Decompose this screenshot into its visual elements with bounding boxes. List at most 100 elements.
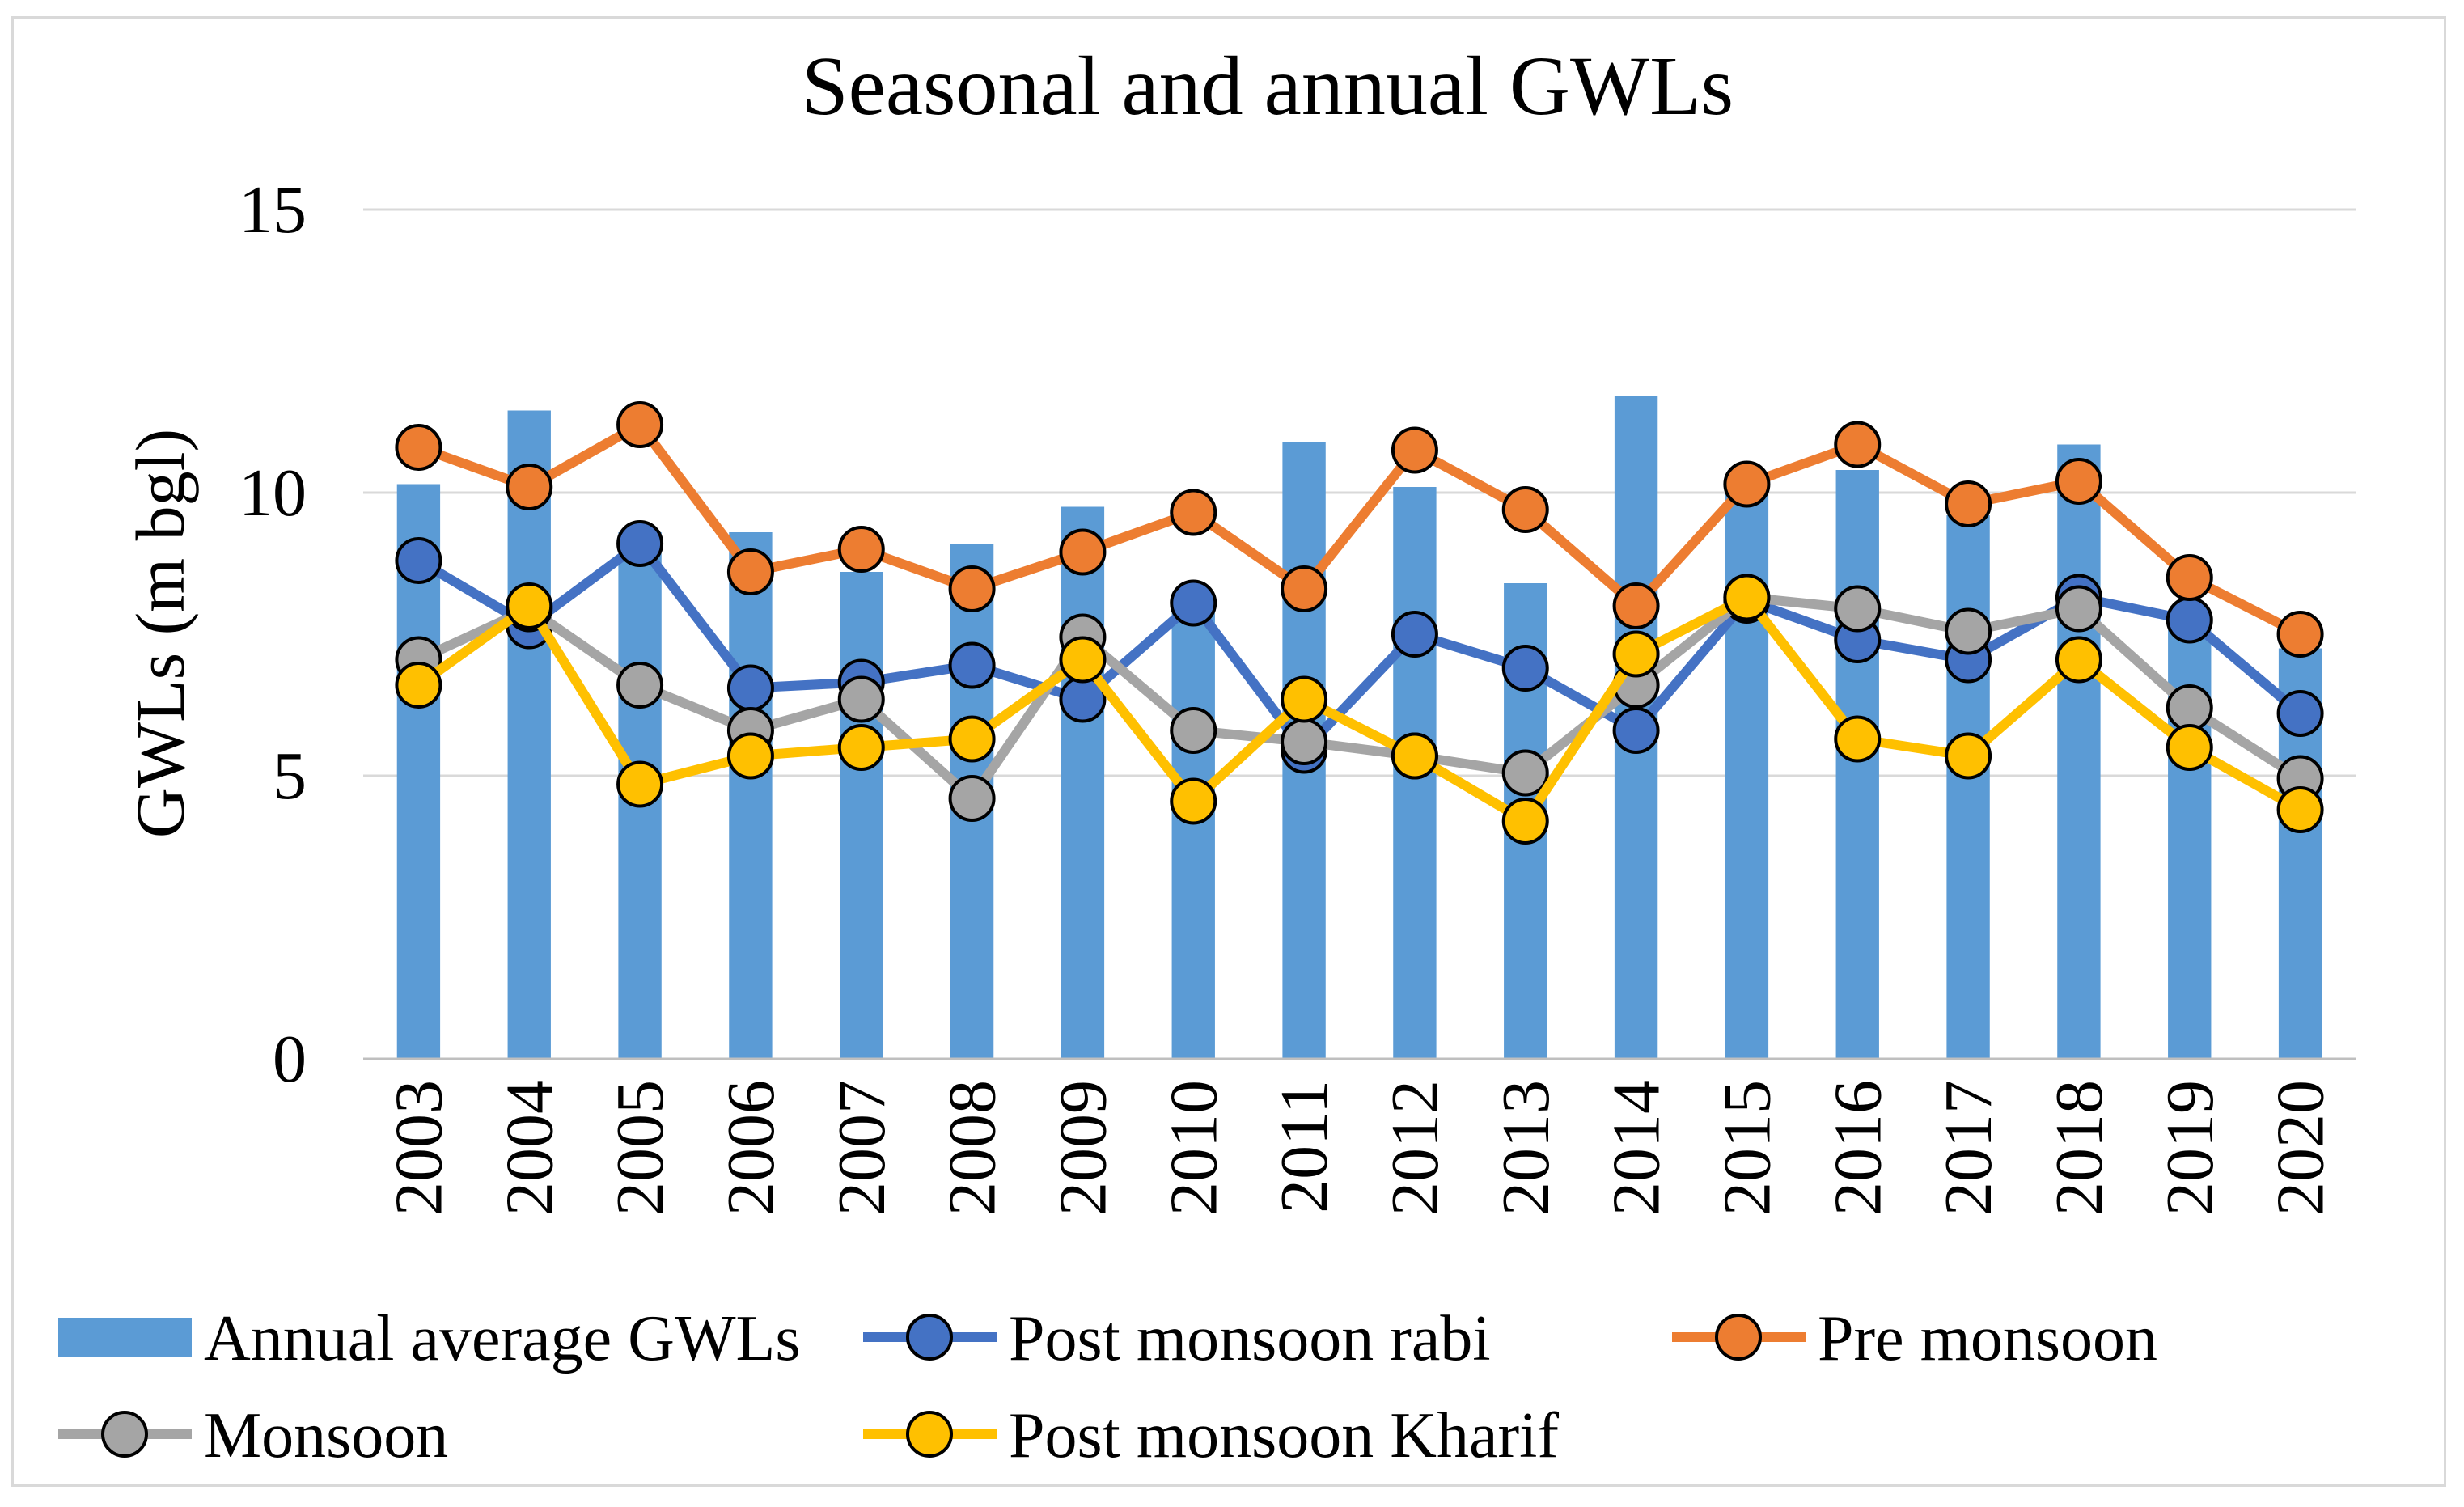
data-point <box>506 464 553 510</box>
y-tick-label: 15 <box>239 172 307 248</box>
legend-swatch-marker <box>906 1411 953 1458</box>
bar <box>840 572 883 1059</box>
x-tick-label: 2009 <box>1045 1080 1120 1216</box>
x-tick-label: 2013 <box>1488 1080 1564 1216</box>
series-pre-monsoon <box>395 401 2324 658</box>
x-axis-ticks: 2003 2004 2005 2006 2007 2008 2009 2010 2011 2012… <box>381 1080 2338 1216</box>
chart-frame: Seasonal and annual GWLs GWLs (m bgl) 0 5… <box>11 16 2446 1487</box>
data-point <box>1059 636 1107 684</box>
y-tick-label: 5 <box>273 739 307 814</box>
data-point <box>1945 732 1992 780</box>
data-point <box>1501 749 1549 797</box>
data-point <box>1501 645 1549 692</box>
series-post-monsoon-kharif <box>395 574 2324 845</box>
data-point <box>2055 636 2102 684</box>
bar <box>507 410 551 1059</box>
data-point <box>1612 707 1660 754</box>
x-tick-label: 2018 <box>2042 1080 2117 1216</box>
data-point <box>506 582 553 629</box>
data-point <box>2166 684 2213 731</box>
x-tick-label: 2020 <box>2263 1080 2339 1216</box>
series-line <box>416 539 2304 756</box>
data-point <box>1612 630 1660 678</box>
legend-item-pre-monsoon: Pre monsoon <box>1672 1303 2157 1374</box>
data-point <box>726 548 774 595</box>
line-series <box>395 401 2324 845</box>
bar <box>2168 617 2212 1059</box>
data-point <box>2276 786 2324 833</box>
data-point <box>1612 582 1660 629</box>
data-point <box>837 724 885 771</box>
data-point <box>726 732 774 780</box>
bar <box>1946 515 1990 1059</box>
legend-label: Post monsoon rabi <box>1009 1303 1491 1374</box>
data-point <box>1834 585 1882 633</box>
chart-title: Seasonal and annual GWLs <box>802 40 1734 133</box>
legend: Annual average GWLs Post monsoon rabi Pre … <box>58 1303 2157 1471</box>
legend-swatch-marker <box>906 1314 953 1361</box>
x-tick-label: 2017 <box>1931 1080 2006 1216</box>
x-tick-label: 2008 <box>935 1080 1010 1216</box>
data-point <box>2055 585 2102 633</box>
data-point <box>1723 460 1771 508</box>
legend-item-post-monsoon-rabi: Post monsoon rabi <box>863 1303 1491 1374</box>
bars-annual-average <box>396 396 2322 1059</box>
data-point <box>1391 732 1438 780</box>
legend-label: Pre monsoon <box>1818 1303 2157 1374</box>
legend-label: Annual average GWLs <box>204 1303 800 1374</box>
data-point <box>2166 724 2213 771</box>
data-point <box>2276 690 2324 737</box>
data-point <box>1170 579 1217 627</box>
data-point <box>395 662 442 709</box>
legend-swatch <box>58 1318 192 1357</box>
data-point <box>616 760 664 808</box>
data-point <box>616 662 664 709</box>
series-line <box>417 420 2303 639</box>
x-tick-label: 2010 <box>1156 1080 1231 1216</box>
x-tick-label: 2012 <box>1378 1080 1453 1216</box>
x-tick-label: 2004 <box>492 1080 567 1216</box>
bar <box>1061 506 1105 1059</box>
data-point <box>616 401 664 448</box>
x-tick-label: 2011 <box>1267 1080 1342 1213</box>
legend-label: Monsoon <box>204 1400 448 1471</box>
y-axis-label: GWLs (m bgl) <box>121 429 199 838</box>
data-point <box>2166 596 2213 644</box>
x-tick-label: 2019 <box>2153 1080 2228 1216</box>
x-tick-label: 2003 <box>381 1080 456 1216</box>
data-point <box>2055 458 2102 505</box>
data-point <box>948 641 996 689</box>
data-point <box>1391 611 1438 658</box>
data-point <box>1501 798 1549 845</box>
y-tick-label: 10 <box>239 455 307 531</box>
data-point <box>1391 426 1438 474</box>
y-axis-ticks: 0 5 10 15 <box>239 172 307 1097</box>
data-point <box>1170 777 1217 825</box>
series-post-monsoon-rabi <box>395 520 2324 774</box>
data-point <box>1059 528 1107 576</box>
data-point <box>1281 675 1328 723</box>
bar <box>2057 444 2101 1059</box>
x-tick-label: 2016 <box>1820 1080 1895 1216</box>
x-tick-label: 2007 <box>824 1080 900 1216</box>
data-point <box>2276 611 2324 658</box>
data-point <box>948 715 996 763</box>
data-point <box>1834 715 1882 763</box>
data-point <box>726 664 774 712</box>
legend-item-annual-average-gwls: Annual average GWLs <box>58 1303 800 1374</box>
data-point <box>2166 554 2213 601</box>
data-point <box>1723 574 1771 621</box>
data-point <box>1501 486 1549 533</box>
legend-swatch-marker <box>1715 1314 1762 1361</box>
legend-item-monsoon: Monsoon <box>58 1400 448 1471</box>
legend-item-post-monsoon-kharif: Post monsoon Kharif <box>863 1400 1559 1471</box>
x-tick-label: 2006 <box>713 1080 789 1216</box>
legend-label: Post monsoon Kharif <box>1009 1400 1559 1471</box>
data-point <box>1945 607 1992 655</box>
data-point <box>616 520 664 567</box>
data-point <box>948 775 996 822</box>
data-point <box>1281 565 1328 612</box>
chart-svg: Seasonal and annual GWLs GWLs (m bgl) 0 5… <box>58 40 2356 1471</box>
data-point <box>948 565 996 612</box>
x-tick-label: 2014 <box>1599 1080 1674 1216</box>
